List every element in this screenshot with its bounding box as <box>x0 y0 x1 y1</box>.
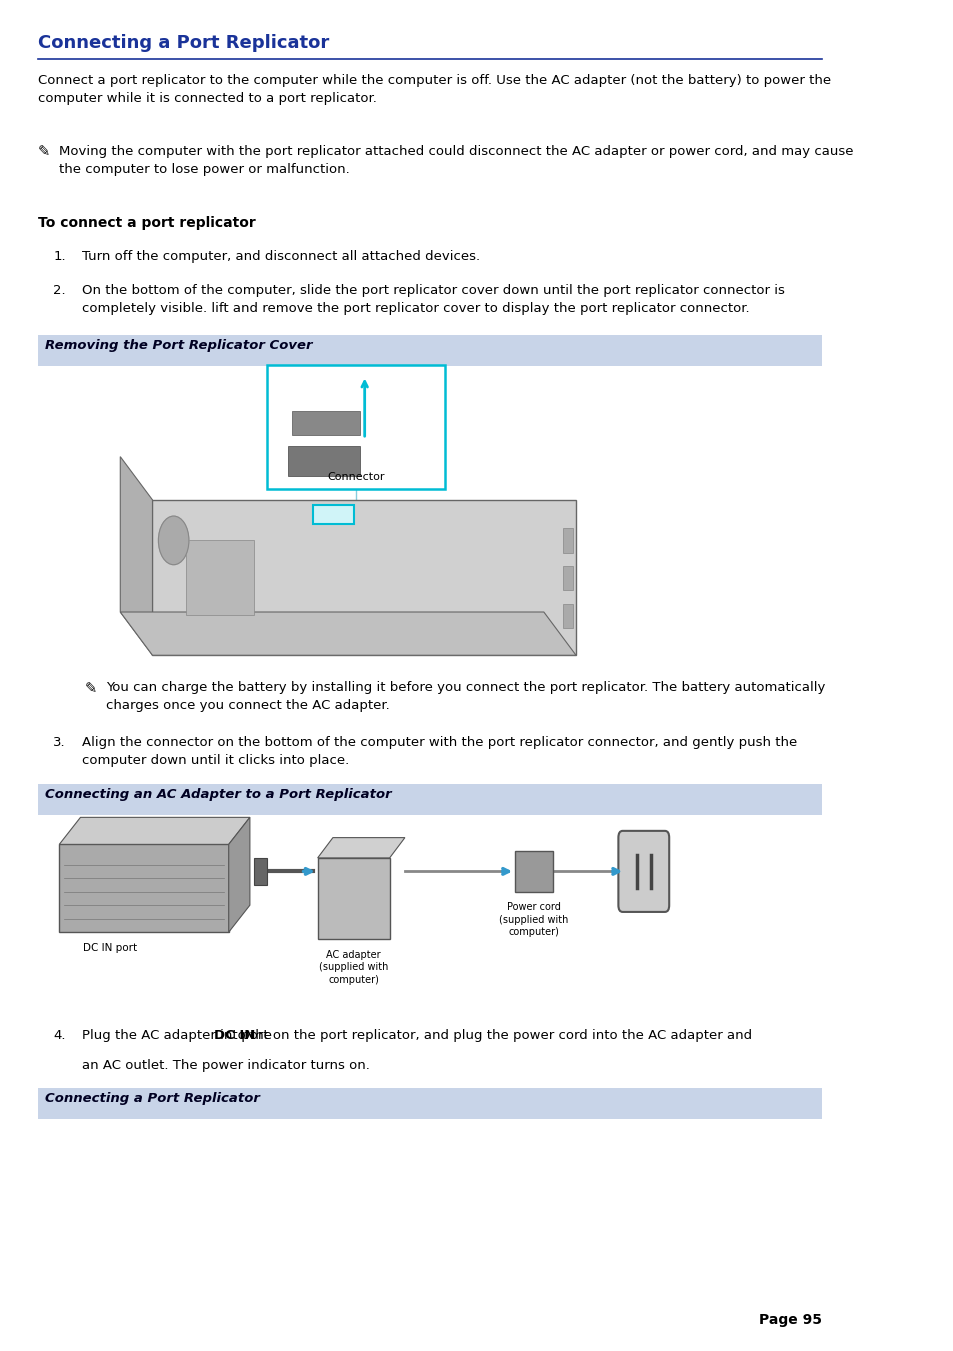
Text: Connecting a Port Replicator: Connecting a Port Replicator <box>38 34 329 51</box>
Text: Removing the Port Replicator Cover: Removing the Port Replicator Cover <box>45 339 312 353</box>
Text: To connect a port replicator: To connect a port replicator <box>38 216 255 230</box>
Text: DC IN: DC IN <box>213 1029 254 1043</box>
FancyBboxPatch shape <box>562 566 573 590</box>
Text: 4.: 4. <box>53 1029 66 1043</box>
FancyBboxPatch shape <box>288 446 359 476</box>
FancyBboxPatch shape <box>186 540 253 615</box>
FancyBboxPatch shape <box>562 604 573 628</box>
Text: DC IN port: DC IN port <box>83 943 137 952</box>
Polygon shape <box>317 838 404 858</box>
Text: 3.: 3. <box>53 736 66 750</box>
FancyBboxPatch shape <box>314 505 354 524</box>
FancyBboxPatch shape <box>38 784 821 815</box>
Text: port on the port replicator, and plug the power cord into the AC adapter and: port on the port replicator, and plug th… <box>237 1029 752 1043</box>
Polygon shape <box>120 457 152 655</box>
Circle shape <box>158 516 189 565</box>
Text: Power cord
(supplied with
computer): Power cord (supplied with computer) <box>498 902 568 938</box>
FancyBboxPatch shape <box>152 500 576 655</box>
FancyBboxPatch shape <box>38 335 821 366</box>
Text: Connecting an AC Adapter to a Port Replicator: Connecting an AC Adapter to a Port Repli… <box>45 788 391 801</box>
FancyBboxPatch shape <box>562 528 573 553</box>
FancyBboxPatch shape <box>267 365 444 489</box>
Text: Connect a port replicator to the computer while the computer is off. Use the AC : Connect a port replicator to the compute… <box>38 74 830 105</box>
FancyBboxPatch shape <box>38 1088 821 1119</box>
Text: You can charge the battery by installing it before you connect the port replicat: You can charge the battery by installing… <box>106 681 824 712</box>
FancyBboxPatch shape <box>618 831 668 912</box>
Text: AC adapter
(supplied with
computer): AC adapter (supplied with computer) <box>318 950 388 985</box>
Polygon shape <box>229 817 250 932</box>
Polygon shape <box>120 612 576 655</box>
Text: ✎: ✎ <box>38 145 51 159</box>
Text: Connector: Connector <box>327 473 384 482</box>
FancyBboxPatch shape <box>515 851 553 892</box>
Text: 1.: 1. <box>53 250 66 263</box>
FancyBboxPatch shape <box>317 858 389 939</box>
Text: Plug the AC adapter into the: Plug the AC adapter into the <box>82 1029 276 1043</box>
Text: an AC outlet. The power indicator turns on.: an AC outlet. The power indicator turns … <box>82 1059 370 1073</box>
Text: Align the connector on the bottom of the computer with the port replicator conne: Align the connector on the bottom of the… <box>82 736 797 767</box>
Text: Moving the computer with the port replicator attached could disconnect the AC ad: Moving the computer with the port replic… <box>59 145 853 176</box>
FancyBboxPatch shape <box>59 844 229 932</box>
Text: On the bottom of the computer, slide the port replicator cover down until the po: On the bottom of the computer, slide the… <box>82 284 784 315</box>
FancyBboxPatch shape <box>253 858 267 885</box>
Text: Page 95: Page 95 <box>758 1313 821 1327</box>
FancyBboxPatch shape <box>292 411 359 435</box>
Text: Connecting a Port Replicator: Connecting a Port Replicator <box>45 1092 259 1105</box>
Polygon shape <box>59 817 250 844</box>
Text: ✎: ✎ <box>85 681 97 696</box>
Text: Turn off the computer, and disconnect all attached devices.: Turn off the computer, and disconnect al… <box>82 250 479 263</box>
Text: 2.: 2. <box>53 284 66 297</box>
